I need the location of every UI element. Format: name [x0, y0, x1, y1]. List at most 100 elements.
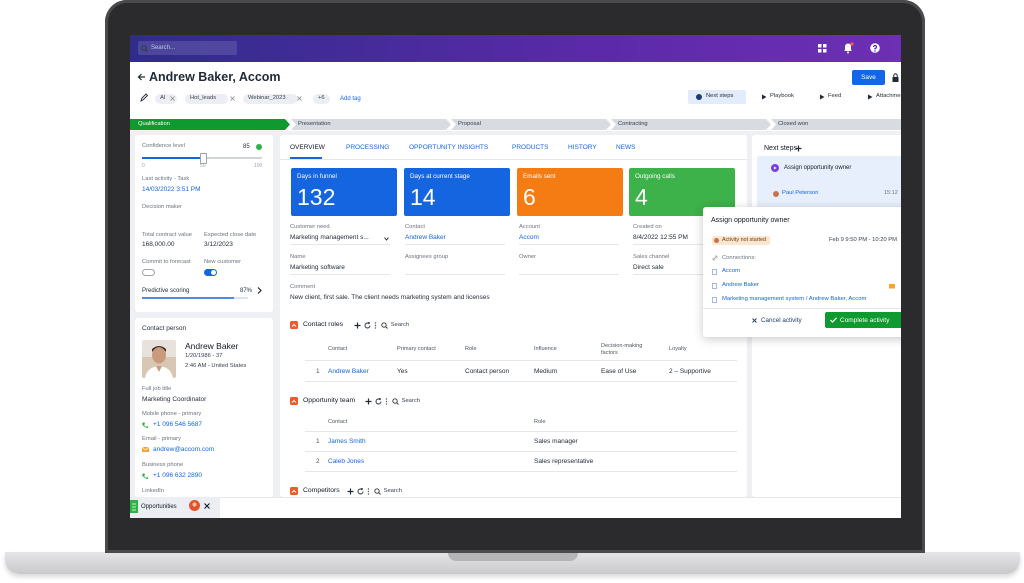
field-label: Email - primary: [142, 436, 181, 442]
cancel-button[interactable]: Cancel activity: [761, 316, 802, 324]
add-icon[interactable]: [354, 322, 361, 329]
person-icon: [773, 191, 779, 197]
toggle-on[interactable]: [204, 269, 217, 276]
header-action[interactable]: Feed: [828, 93, 842, 99]
footer-bar: [130, 497, 901, 518]
remove-tag-icon[interactable]: [230, 96, 235, 101]
field-value: Marketing Coordinator: [142, 396, 207, 403]
field-value[interactable]: Andrew Baker: [405, 234, 446, 241]
table-rule: [305, 471, 737, 472]
kpi-value: 6: [523, 184, 536, 210]
table-cell[interactable]: Andrew Baker: [328, 368, 369, 375]
field-label: Last activity - Task: [142, 176, 190, 182]
field-value[interactable]: andrew@accom.com: [153, 446, 215, 453]
stage-step[interactable]: [611, 119, 771, 130]
stage-label: Contracting: [618, 121, 648, 127]
kpi-value: 14: [410, 184, 436, 210]
action-icon: [819, 94, 825, 100]
tag-icon[interactable]: [140, 93, 149, 103]
kpi-card[interactable]: [517, 168, 623, 216]
add-icon[interactable]: [795, 145, 802, 152]
kpi-value: 4: [635, 184, 648, 210]
toggle-off[interactable]: [142, 269, 155, 276]
column-header: Role: [465, 346, 477, 352]
table-cell[interactable]: James Smith: [328, 438, 366, 445]
header: [130, 62, 901, 118]
refresh-icon[interactable]: [364, 321, 371, 329]
field-value: Marketing management s...: [290, 234, 369, 241]
tab[interactable]: HISTORY: [568, 144, 597, 151]
table-cell[interactable]: Caleb Jones: [328, 458, 365, 465]
field-label: Mobile phone - primary: [142, 411, 202, 417]
connection-link[interactable]: Accom: [722, 268, 741, 274]
column-header: Contact: [328, 419, 348, 425]
add-icon[interactable]: [365, 398, 372, 405]
field-value[interactable]: 14/03/2022 3:51 PM: [142, 186, 201, 193]
laptop-base: [5, 552, 1020, 574]
field-value[interactable]: +1 096 632 2890: [153, 472, 202, 479]
remove-tag-icon[interactable]: [170, 96, 175, 101]
kpi-card[interactable]: [291, 168, 397, 216]
search-link[interactable]: Search: [401, 397, 420, 404]
stage-step[interactable]: [771, 119, 901, 130]
email-icon: [889, 284, 895, 289]
next-step-item[interactable]: [757, 156, 901, 210]
table-cell: Yes: [397, 368, 408, 375]
chevron-icon[interactable]: [257, 287, 262, 294]
field-value: Direct sale: [633, 264, 664, 271]
connection-link[interactable]: Andrew Baker: [722, 282, 759, 288]
stage-step[interactable]: [451, 119, 611, 130]
tab[interactable]: PRODUCTS: [512, 144, 549, 151]
lock-icon: [892, 73, 899, 82]
add-tag-link[interactable]: Add tag: [340, 96, 361, 102]
table-rule: [305, 451, 737, 452]
slider-knob[interactable]: [200, 153, 207, 164]
field-label: New customer: [204, 259, 242, 265]
field-value[interactable]: +1 096 546 5687: [153, 421, 202, 428]
field-label: Assignees group: [405, 254, 449, 260]
cancel-icon[interactable]: [752, 318, 757, 323]
field-underline: [633, 244, 733, 245]
close-tab-icon[interactable]: [204, 503, 210, 509]
connection-link[interactable]: Marketing management system / Andrew Bak…: [722, 296, 867, 302]
search-box[interactable]: [138, 41, 237, 55]
kpi-card[interactable]: [404, 168, 510, 216]
more-icon[interactable]: [367, 487, 370, 495]
section-icon: [290, 321, 298, 329]
stage-step[interactable]: [291, 119, 451, 130]
stage-label: Qualification: [138, 121, 170, 127]
help-icon[interactable]: [870, 43, 880, 53]
stage-step[interactable]: [130, 119, 290, 130]
column-header: Primary contact: [397, 346, 436, 352]
complete-button[interactable]: [825, 312, 901, 328]
refresh-icon[interactable]: [357, 487, 364, 495]
save-button[interactable]: Save: [852, 70, 885, 85]
search-icon: [141, 44, 148, 52]
next-steps-button[interactable]: [688, 90, 746, 104]
refresh-icon[interactable]: [375, 397, 382, 405]
header-action[interactable]: Playbook: [770, 93, 794, 99]
header-action[interactable]: Next steps: [706, 93, 734, 99]
tab[interactable]: PROCESSING: [346, 144, 390, 151]
back-icon[interactable]: [137, 73, 146, 81]
field-underline: [290, 274, 390, 275]
header-action[interactable]: Attachments: [876, 93, 901, 99]
apps-icon[interactable]: [818, 44, 827, 53]
field-label: Created on: [633, 224, 662, 230]
remove-tag-icon[interactable]: [297, 96, 302, 101]
field-value[interactable]: Accom: [519, 234, 539, 241]
notifications-icon[interactable]: [843, 42, 854, 54]
search-link[interactable]: Search: [390, 321, 410, 328]
tab[interactable]: NEWS: [616, 144, 636, 151]
contact-name: Andrew Baker: [185, 341, 239, 351]
more-tags[interactable]: +6: [313, 94, 330, 104]
next-step-person[interactable]: Paul Peterson: [782, 190, 819, 196]
dropdown-icon[interactable]: [384, 237, 389, 241]
more-icon[interactable]: [374, 321, 377, 329]
more-icon[interactable]: [385, 397, 388, 405]
search-link[interactable]: Search: [383, 487, 402, 494]
add-icon[interactable]: [347, 488, 354, 495]
tab[interactable]: OPPORTUNITY INSIGHTS: [409, 144, 489, 151]
tab[interactable]: OVERVIEW: [290, 144, 325, 151]
section-title: Competitors: [303, 487, 340, 494]
